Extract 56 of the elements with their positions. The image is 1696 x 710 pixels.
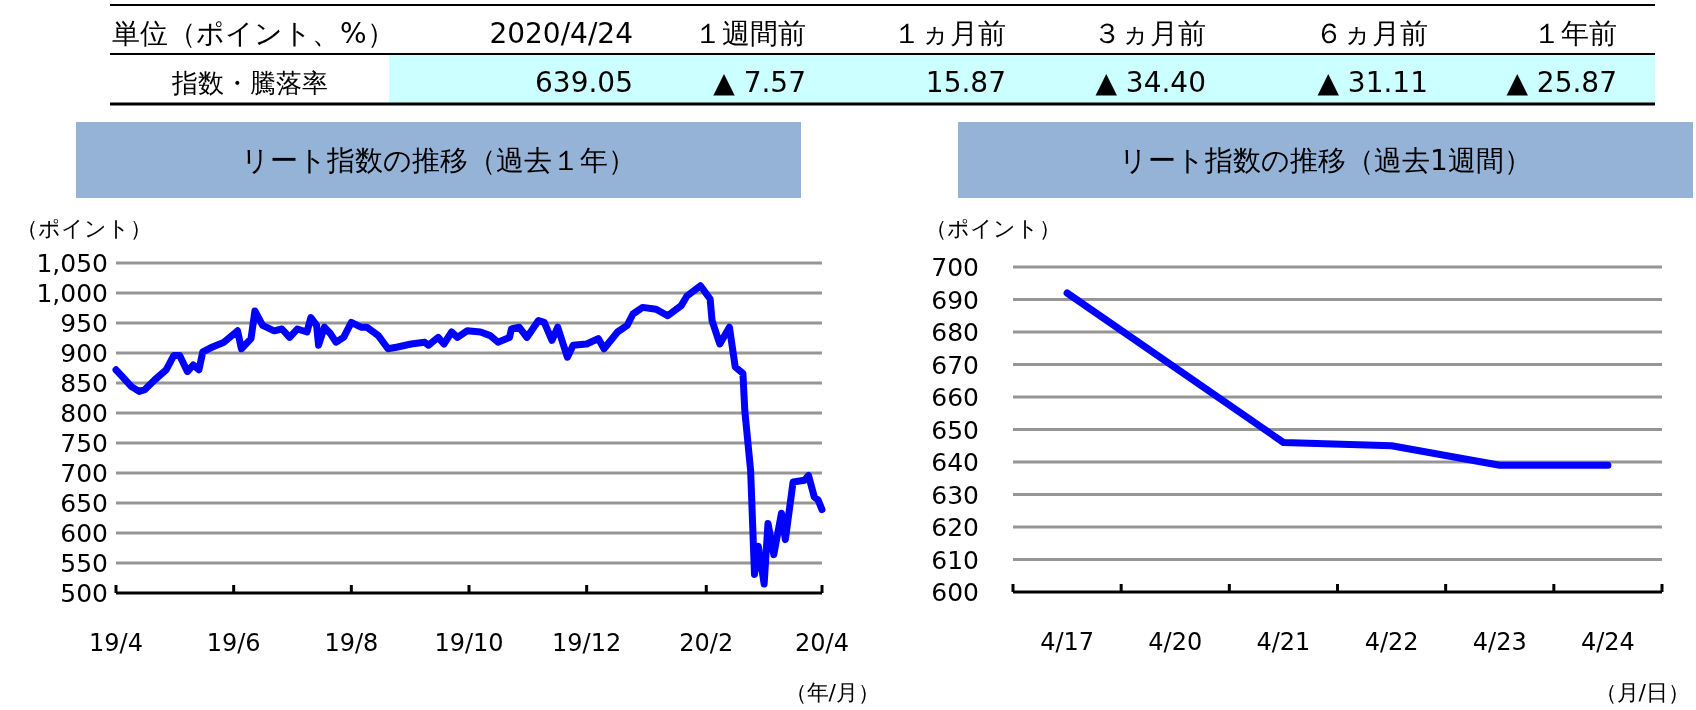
- ytick: 680: [931, 318, 979, 347]
- ytick: 1,050: [36, 249, 108, 278]
- ytick: 650: [931, 415, 979, 445]
- table-title: 単位（ポイント、%）: [112, 17, 395, 50]
- xtick: 20/2: [679, 629, 734, 657]
- ytick: 660: [931, 383, 979, 412]
- ytick: 640: [931, 448, 979, 477]
- ytick: 690: [931, 285, 979, 315]
- ytick: 600: [60, 519, 108, 548]
- ytick: 610: [931, 545, 979, 575]
- ytick: 750: [60, 429, 108, 458]
- col-header: 2020/4/24: [489, 17, 633, 50]
- xtick: 4/23: [1472, 628, 1527, 656]
- ytick: 600: [931, 578, 979, 607]
- xtick: 4/21: [1256, 628, 1311, 656]
- xtick: 4/20: [1148, 628, 1203, 656]
- col-header: ３ヵ月前: [1093, 17, 1206, 50]
- xtick: 20/4: [795, 629, 849, 657]
- xtick: 4/22: [1364, 628, 1419, 656]
- xtick: 19/12: [552, 629, 622, 657]
- ytick: 800: [60, 399, 108, 428]
- col-header: １週間前: [694, 17, 806, 50]
- value: ▲ 7.57: [713, 66, 806, 99]
- ytick: 500: [60, 579, 108, 608]
- xtick: 19/6: [206, 629, 261, 657]
- ytick: 900: [60, 339, 108, 368]
- ytick: 550: [60, 549, 108, 578]
- xtick: 19/4: [89, 629, 143, 657]
- ytick: 700: [60, 459, 108, 488]
- col-header: １年前: [1533, 17, 1617, 50]
- value: 15.87: [925, 66, 1006, 99]
- ylabel: （ポイント）: [925, 216, 1061, 241]
- xtick: 4/24: [1580, 628, 1635, 656]
- xtick: 19/8: [324, 629, 379, 657]
- ytick: 630: [931, 480, 979, 510]
- ylabel: （ポイント）: [16, 216, 152, 241]
- ytick: 1,000: [36, 279, 108, 308]
- ytick: 650: [60, 489, 108, 518]
- col-header: １ヵ月前: [893, 17, 1006, 50]
- ytick: 620: [931, 513, 979, 542]
- xtick: 4/17: [1040, 628, 1095, 656]
- ytick: 850: [60, 369, 108, 398]
- value: ▲ 31.11: [1317, 66, 1428, 99]
- xtick: 19/10: [434, 629, 504, 657]
- xlabel: （月/日）: [1594, 680, 1690, 705]
- ytick: 700: [931, 253, 979, 282]
- col-header: ６ヵ月前: [1315, 17, 1428, 50]
- row-label: 指数・騰落率: [171, 68, 328, 98]
- ytick: 950: [60, 309, 108, 338]
- ytick: 670: [931, 350, 979, 380]
- title: リート指数の推移（過去1週間）: [1119, 144, 1532, 177]
- value: 639.05: [535, 66, 633, 99]
- value: ▲ 25.87: [1506, 66, 1617, 99]
- value: ▲ 34.40: [1095, 66, 1206, 99]
- xlabel: （年/月）: [784, 680, 880, 705]
- title: リート指数の推移（過去１年）: [241, 144, 636, 177]
